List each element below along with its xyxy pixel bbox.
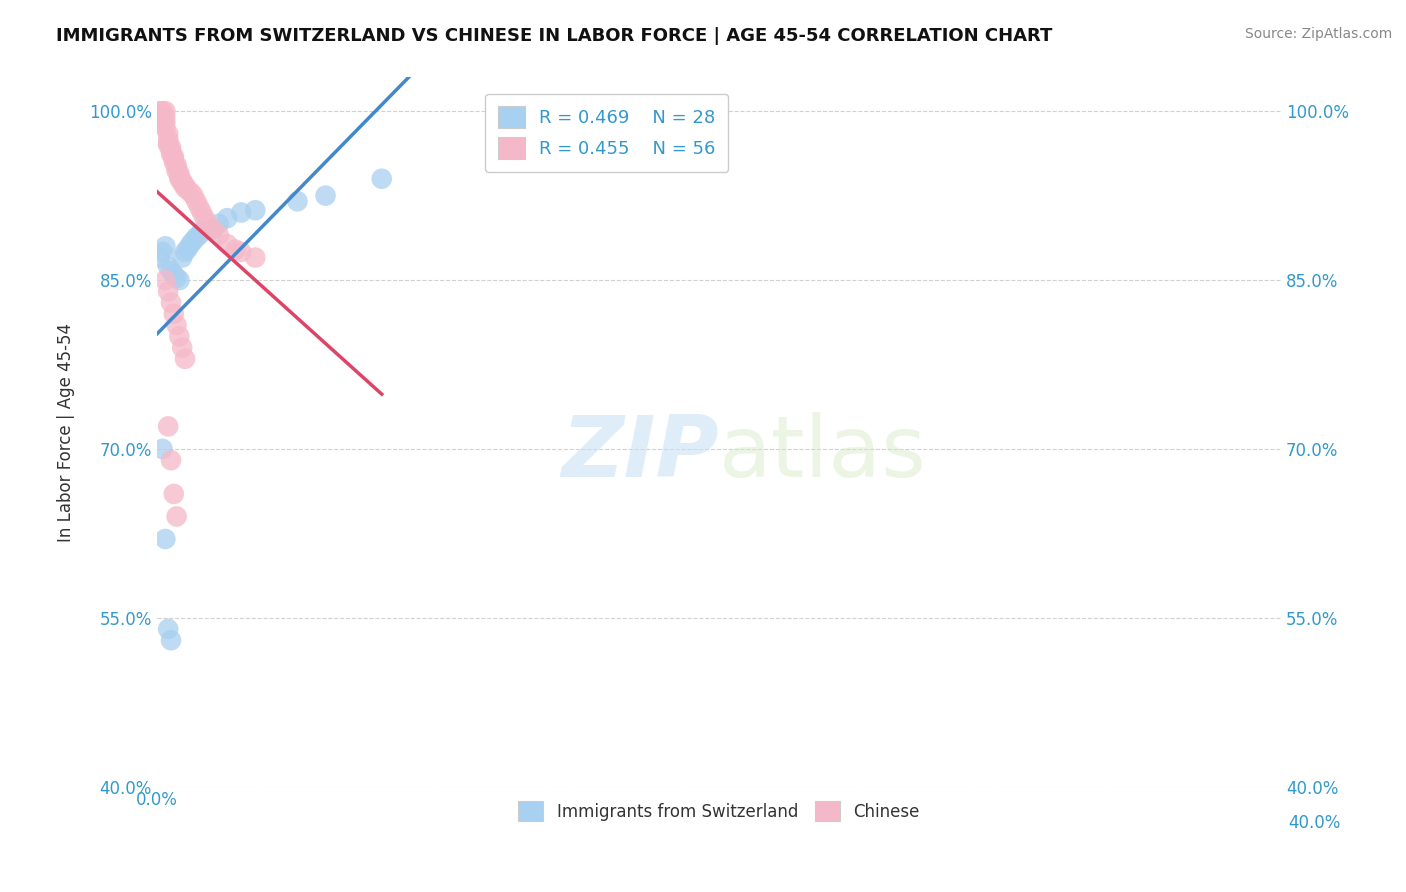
- Point: [217, 211, 239, 226]
- Point: [172, 176, 194, 190]
- Point: [186, 230, 208, 244]
- Point: [169, 171, 191, 186]
- Point: [169, 273, 191, 287]
- Point: [225, 243, 247, 257]
- Point: [155, 115, 177, 129]
- Point: [208, 227, 231, 242]
- Point: [315, 188, 337, 202]
- Point: [166, 161, 188, 175]
- Point: [169, 169, 191, 184]
- Point: [172, 174, 194, 188]
- Point: [152, 244, 174, 259]
- Point: [180, 237, 202, 252]
- Point: [155, 532, 177, 546]
- Point: [160, 144, 183, 158]
- Point: [186, 194, 208, 209]
- Point: [152, 115, 174, 129]
- Point: [174, 244, 197, 259]
- Point: [174, 178, 197, 193]
- Point: [287, 194, 309, 209]
- Point: [155, 110, 177, 124]
- Point: [160, 147, 183, 161]
- Point: [208, 217, 231, 231]
- Point: [177, 183, 200, 197]
- Y-axis label: In Labor Force | Age 45-54: In Labor Force | Age 45-54: [58, 323, 75, 541]
- Point: [166, 509, 188, 524]
- Point: [169, 329, 191, 343]
- Point: [157, 419, 180, 434]
- Point: [152, 442, 174, 456]
- Point: [172, 341, 194, 355]
- Point: [174, 180, 197, 194]
- Point: [371, 171, 394, 186]
- Point: [160, 264, 183, 278]
- Point: [163, 149, 186, 163]
- Point: [157, 138, 180, 153]
- Point: [157, 127, 180, 141]
- Point: [152, 104, 174, 119]
- Point: [202, 222, 225, 236]
- Point: [149, 110, 172, 124]
- Point: [160, 453, 183, 467]
- Point: [231, 205, 253, 219]
- Text: ZIP: ZIP: [561, 412, 718, 495]
- Point: [202, 222, 225, 236]
- Point: [163, 487, 186, 501]
- Point: [169, 166, 191, 180]
- Text: Source: ZipAtlas.com: Source: ZipAtlas.com: [1244, 27, 1392, 41]
- Point: [166, 158, 188, 172]
- Point: [172, 251, 194, 265]
- Point: [157, 132, 180, 146]
- Point: [149, 251, 172, 265]
- Point: [155, 104, 177, 119]
- Point: [163, 154, 186, 169]
- Text: atlas: atlas: [718, 412, 927, 495]
- Point: [166, 164, 188, 178]
- Point: [157, 285, 180, 299]
- Point: [155, 121, 177, 136]
- Text: 40.0%: 40.0%: [1288, 814, 1340, 832]
- Point: [160, 295, 183, 310]
- Point: [160, 633, 183, 648]
- Point: [157, 136, 180, 150]
- Point: [166, 270, 188, 285]
- Text: IMMIGRANTS FROM SWITZERLAND VS CHINESE IN LABOR FORCE | AGE 45-54 CORRELATION CH: IMMIGRANTS FROM SWITZERLAND VS CHINESE I…: [56, 27, 1053, 45]
- Point: [163, 307, 186, 321]
- Point: [183, 234, 205, 248]
- Point: [188, 200, 211, 214]
- Point: [245, 203, 267, 218]
- Point: [163, 268, 186, 282]
- Point: [183, 188, 205, 202]
- Point: [194, 211, 217, 226]
- Point: [245, 251, 267, 265]
- Point: [160, 140, 183, 154]
- Point: [149, 104, 172, 119]
- Point: [191, 225, 214, 239]
- Point: [231, 244, 253, 259]
- Point: [155, 239, 177, 253]
- Point: [188, 227, 211, 242]
- Point: [157, 622, 180, 636]
- Point: [180, 186, 202, 200]
- Point: [197, 217, 219, 231]
- Point: [217, 237, 239, 252]
- Legend: Immigrants from Switzerland, Chinese: Immigrants from Switzerland, Chinese: [512, 794, 927, 828]
- Point: [149, 115, 172, 129]
- Point: [152, 110, 174, 124]
- Point: [174, 351, 197, 366]
- Point: [177, 242, 200, 256]
- Point: [157, 260, 180, 274]
- Point: [166, 318, 188, 332]
- Point: [163, 152, 186, 166]
- Point: [155, 273, 177, 287]
- Point: [191, 205, 214, 219]
